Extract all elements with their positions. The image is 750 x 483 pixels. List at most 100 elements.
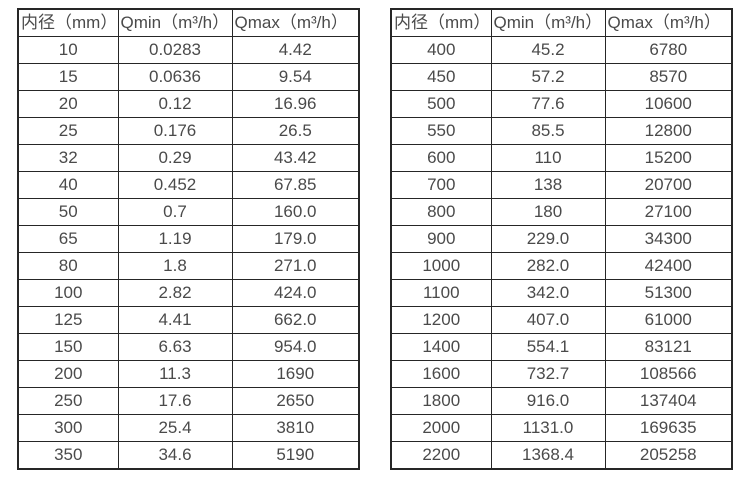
table-cell: 67.85 [231, 171, 360, 199]
table-cell: 1.8 [117, 252, 233, 280]
table-cell: 45.2 [490, 36, 606, 64]
table-cell: 0.0636 [117, 63, 233, 91]
table-cell: 34300 [604, 225, 733, 253]
table-cell: 34.6 [117, 441, 233, 470]
table-cell: 3810 [231, 414, 360, 442]
table-cell: 57.2 [490, 63, 606, 91]
table-cell: 8570 [604, 63, 733, 91]
table-cell: 300 [17, 414, 119, 442]
table-cell: 916.0 [490, 387, 606, 415]
table-cell: 160.0 [231, 198, 360, 226]
table-cell: 1600 [390, 360, 492, 388]
table-cell: 662.0 [231, 306, 360, 334]
table-cell: 2200 [390, 441, 492, 470]
table-row: 350 34.6 5190 [17, 441, 360, 470]
table-row: 700 138 20700 [390, 171, 733, 199]
table-row: 550 85.5 12800 [390, 117, 733, 145]
table-cell: 407.0 [490, 306, 606, 334]
table-cell: 0.0283 [117, 36, 233, 64]
table-cell: 42400 [604, 252, 733, 280]
table-row: 2200 1368.4 205258 [390, 441, 733, 470]
table-cell: 85.5 [490, 117, 606, 145]
table-cell: 700 [390, 171, 492, 199]
column-header: Qmin（m³/h） [117, 8, 233, 37]
table-row: 900 229.0 34300 [390, 225, 733, 253]
table-row: 80 1.8 271.0 [17, 252, 360, 280]
table-row: 1000 282.0 42400 [390, 252, 733, 280]
table-cell: 9.54 [231, 63, 360, 91]
header-row: 内径（mm） Qmin（m³/h） Qmax（m³/h） [390, 8, 733, 37]
table-cell: 500 [390, 90, 492, 118]
table-row: 10 0.0283 4.42 [17, 36, 360, 64]
table-cell: 954.0 [231, 333, 360, 361]
column-header: 内径（mm） [17, 8, 119, 37]
table-cell: 1368.4 [490, 441, 606, 470]
table-cell: 108566 [604, 360, 733, 388]
table-row: 40 0.452 67.85 [17, 171, 360, 199]
table-cell: 61000 [604, 306, 733, 334]
table-row: 1200 407.0 61000 [390, 306, 733, 334]
table-cell: 342.0 [490, 279, 606, 307]
table-cell: 125 [17, 306, 119, 334]
table-cell: 43.42 [231, 144, 360, 172]
table-cell: 1400 [390, 333, 492, 361]
table-cell: 25.4 [117, 414, 233, 442]
table-cell: 350 [17, 441, 119, 470]
column-header: 内径（mm） [390, 8, 492, 37]
table-cell: 732.7 [490, 360, 606, 388]
table-cell: 1200 [390, 306, 492, 334]
table-row: 125 4.41 662.0 [17, 306, 360, 334]
table-cell: 5190 [231, 441, 360, 470]
table-cell: 1800 [390, 387, 492, 415]
table-cell: 20700 [604, 171, 733, 199]
table-cell: 1100 [390, 279, 492, 307]
table-cell: 150 [17, 333, 119, 361]
table-cell: 15 [17, 63, 119, 91]
table-cell: 400 [390, 36, 492, 64]
table-row: 600 110 15200 [390, 144, 733, 172]
table-cell: 229.0 [490, 225, 606, 253]
table-cell: 2000 [390, 414, 492, 442]
table-cell: 271.0 [231, 252, 360, 280]
table-cell: 205258 [604, 441, 733, 470]
table-cell: 180 [490, 198, 606, 226]
table-cell: 0.7 [117, 198, 233, 226]
header-row: 内径（mm） Qmin（m³/h） Qmax（m³/h） [17, 8, 360, 37]
table-row: 250 17.6 2650 [17, 387, 360, 415]
table-cell: 10600 [604, 90, 733, 118]
table-cell: 110 [490, 144, 606, 172]
table-cell: 27100 [604, 198, 733, 226]
table-row: 20 0.12 16.96 [17, 90, 360, 118]
table-row: 32 0.29 43.42 [17, 144, 360, 172]
table-row: 800 180 27100 [390, 198, 733, 226]
table-cell: 20 [17, 90, 119, 118]
table-cell: 2.82 [117, 279, 233, 307]
table-cell: 600 [390, 144, 492, 172]
table-row: 300 25.4 3810 [17, 414, 360, 442]
table-cell: 25 [17, 117, 119, 145]
table-cell: 83121 [604, 333, 733, 361]
flow-rate-table-small-diameters: 内径（mm） Qmin（m³/h） Qmax（m³/h） 10 0.0283 4.42 15… [17, 8, 360, 470]
table-cell: 0.452 [117, 171, 233, 199]
table-cell: 51300 [604, 279, 733, 307]
table-cell: 6.63 [117, 333, 233, 361]
table-cell: 250 [17, 387, 119, 415]
table-cell: 16.96 [231, 90, 360, 118]
table-row: 1400 554.1 83121 [390, 333, 733, 361]
table-row: 15 0.0636 9.54 [17, 63, 360, 91]
table-cell: 17.6 [117, 387, 233, 415]
table-row: 100 2.82 424.0 [17, 279, 360, 307]
column-header: Qmax（m³/h） [604, 8, 733, 37]
table-row: 25 0.176 26.5 [17, 117, 360, 145]
table-cell: 32 [17, 144, 119, 172]
table-cell: 0.12 [117, 90, 233, 118]
table-row: 50 0.7 160.0 [17, 198, 360, 226]
table-cell: 26.5 [231, 117, 360, 145]
table-cell: 169635 [604, 414, 733, 442]
table-cell: 800 [390, 198, 492, 226]
table-cell: 10 [17, 36, 119, 64]
table-cell: 1.19 [117, 225, 233, 253]
table-cell: 200 [17, 360, 119, 388]
table-cell: 179.0 [231, 225, 360, 253]
